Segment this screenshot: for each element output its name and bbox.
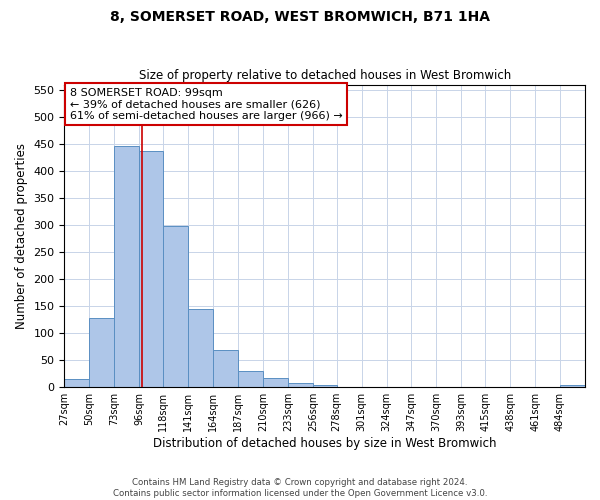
Y-axis label: Number of detached properties: Number of detached properties	[15, 143, 28, 329]
Bar	[238, 371, 263, 387]
Text: 8 SOMERSET ROAD: 99sqm
← 39% of detached houses are smaller (626)
61% of semi-de: 8 SOMERSET ROAD: 99sqm ← 39% of detached…	[70, 88, 343, 121]
Bar	[89, 318, 114, 387]
Bar	[114, 146, 139, 387]
Bar	[139, 151, 163, 387]
Bar	[560, 384, 585, 387]
Bar	[362, 386, 386, 387]
Bar	[263, 378, 288, 387]
Bar	[337, 386, 362, 387]
Bar	[64, 379, 89, 387]
Bar	[163, 226, 188, 387]
Text: Contains HM Land Registry data © Crown copyright and database right 2024.
Contai: Contains HM Land Registry data © Crown c…	[113, 478, 487, 498]
Bar	[288, 383, 313, 387]
Bar	[213, 350, 238, 387]
X-axis label: Distribution of detached houses by size in West Bromwich: Distribution of detached houses by size …	[153, 437, 496, 450]
Title: Size of property relative to detached houses in West Bromwich: Size of property relative to detached ho…	[139, 69, 511, 82]
Bar	[313, 384, 337, 387]
Text: 8, SOMERSET ROAD, WEST BROMWICH, B71 1HA: 8, SOMERSET ROAD, WEST BROMWICH, B71 1HA	[110, 10, 490, 24]
Bar	[188, 309, 213, 387]
